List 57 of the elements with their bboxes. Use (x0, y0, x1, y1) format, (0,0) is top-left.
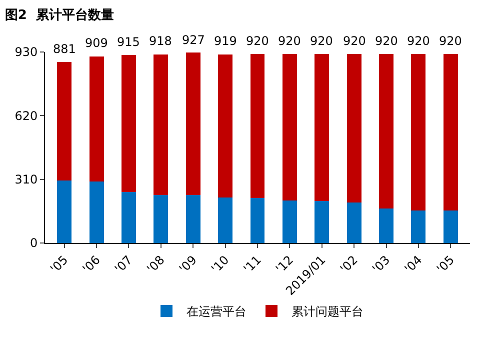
bar (89, 181, 104, 243)
bar (282, 200, 297, 243)
bar (218, 54, 233, 198)
bar (346, 202, 362, 243)
total-label: 918 (149, 34, 172, 48)
bar (314, 54, 330, 202)
bar (411, 54, 426, 210)
bar (250, 54, 265, 198)
bar (314, 201, 330, 243)
total-label: 927 (182, 33, 205, 47)
y-tick-label: 620 (14, 108, 38, 123)
bar (379, 54, 394, 209)
x-tick-label: '10 (208, 252, 232, 276)
legend-label: 累计问题平台 (292, 304, 364, 319)
x-tick-label: '08 (144, 252, 168, 276)
bar (218, 198, 233, 243)
x-tick-label: '07 (112, 252, 136, 276)
total-label: 920 (343, 34, 366, 48)
total-label: 881 (53, 42, 76, 56)
bar (186, 195, 200, 243)
bar (411, 210, 426, 243)
total-label: 920 (439, 34, 462, 48)
total-label: 920 (375, 34, 398, 48)
total-label: 919 (214, 34, 237, 48)
bar (89, 56, 104, 182)
chart-title: 图2 累计平台数量 (4, 7, 114, 24)
bar (282, 54, 297, 200)
x-tick-label: '11 (240, 252, 264, 276)
x-tick-label: '05 (434, 252, 458, 276)
bar (121, 55, 136, 192)
total-label: 915 (117, 35, 140, 49)
total-label: 920 (278, 34, 301, 48)
x-tick-label: '06 (80, 252, 103, 276)
x-tick-label: '03 (370, 252, 393, 276)
bar (379, 208, 394, 243)
y-tick-label: 930 (14, 45, 38, 60)
total-label: 920 (407, 34, 430, 48)
bar (121, 192, 136, 243)
legend-label: 在运营平台 (186, 304, 246, 319)
total-label: 920 (310, 34, 333, 48)
bar (250, 198, 265, 243)
bar (154, 54, 168, 196)
bar (443, 54, 458, 210)
total-label: 909 (85, 36, 108, 50)
bar (186, 52, 200, 196)
y-tick-label: 310 (14, 172, 38, 187)
x-tick-label: '09 (176, 252, 200, 276)
x-tick-label: '04 (402, 252, 425, 276)
y-tick-label: 0 (30, 236, 38, 250)
bar (57, 180, 72, 243)
bar (57, 62, 72, 181)
total-label: 920 (246, 34, 269, 48)
x-tick-label: '05 (48, 252, 71, 276)
x-tick-label: '02 (337, 252, 360, 276)
bar (346, 54, 362, 202)
bar (154, 195, 168, 243)
bar (443, 210, 458, 243)
